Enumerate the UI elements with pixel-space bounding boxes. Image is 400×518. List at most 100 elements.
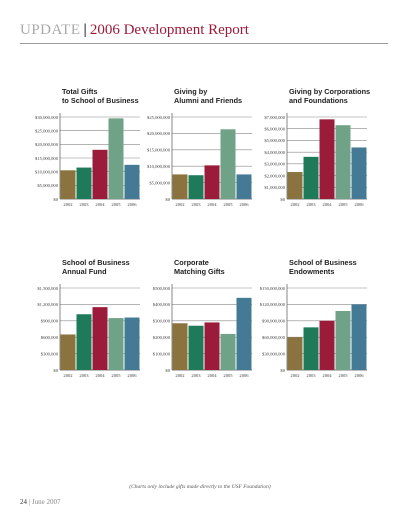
bar-chart-svg: $0 $100,000 $200,000 $300,000 $400,000 $500,0… bbox=[153, 284, 252, 378]
y-tick-label: $0 bbox=[53, 197, 58, 202]
x-tick-label: 2003 bbox=[79, 202, 89, 207]
bar-2006 bbox=[236, 174, 252, 199]
x-tick-label: 2005 bbox=[223, 373, 233, 378]
chart-title: Total Gifts to School of Business bbox=[62, 87, 139, 105]
x-tick-label: 2006 bbox=[127, 202, 137, 207]
page-footer: 24 | June 2007 bbox=[20, 498, 61, 506]
chart-title: School of Business Annual Fund bbox=[62, 258, 130, 276]
y-tick-label: $900,000 bbox=[41, 319, 59, 325]
bar-2006 bbox=[351, 304, 367, 370]
y-tick-label: $3,000,000 bbox=[264, 162, 285, 168]
x-tick-label: 2002 bbox=[63, 373, 73, 378]
bar-2003 bbox=[76, 167, 92, 199]
chart-alumni-friends: Giving by Alumni and Friends $0 $5,000,00… bbox=[140, 87, 264, 237]
y-tick-label: $300,000 bbox=[41, 351, 59, 357]
chart-total-gifts: Total Gifts to School of Business $0 $5,0… bbox=[28, 87, 152, 237]
bar-2005 bbox=[335, 310, 351, 370]
x-tick-label: 2006 bbox=[354, 202, 364, 207]
bar-2003 bbox=[188, 325, 204, 370]
bar-2003 bbox=[76, 314, 92, 370]
y-tick-label: $20,000,000 bbox=[35, 142, 59, 148]
bar-2004 bbox=[319, 320, 335, 370]
y-tick-label: $0 bbox=[165, 368, 170, 373]
chart-corporations-foundations: Giving by Corporations and Foundations $… bbox=[255, 87, 379, 237]
x-tick-label: 2003 bbox=[79, 373, 89, 378]
x-tick-label: 2006 bbox=[239, 373, 249, 378]
bar-2006 bbox=[236, 297, 252, 370]
bar-2005 bbox=[220, 129, 236, 199]
y-tick-label: $500,000 bbox=[153, 286, 171, 292]
y-tick-label: $1,200,000 bbox=[37, 302, 58, 308]
y-tick-label: $25,000,000 bbox=[147, 115, 171, 121]
y-tick-label: $600,000 bbox=[41, 335, 59, 341]
x-tick-label: 2005 bbox=[338, 202, 348, 207]
x-tick-label: 2004 bbox=[95, 373, 105, 378]
y-tick-label: $5,000,000 bbox=[264, 138, 285, 144]
y-tick-label: $10,000,000 bbox=[147, 164, 171, 170]
footnote: (Charts only include gifts made directly… bbox=[129, 484, 271, 490]
x-tick-label: 2003 bbox=[306, 373, 316, 378]
x-tick-label: 2006 bbox=[239, 202, 249, 207]
bar-2004 bbox=[92, 149, 108, 199]
bar-2003 bbox=[188, 175, 204, 199]
bar-2002 bbox=[287, 337, 303, 370]
x-tick-label: 2003 bbox=[191, 202, 201, 207]
bar-2005 bbox=[108, 318, 124, 370]
bar-2002 bbox=[60, 334, 76, 370]
y-tick-label: $1,000,000 bbox=[264, 185, 285, 191]
bar-2002 bbox=[287, 172, 303, 199]
bar-2006 bbox=[124, 317, 140, 370]
y-tick-label: $25,000,000 bbox=[35, 128, 59, 134]
bar-chart-svg: $0 $5,000,000 $10,000,000 $15,000,000 $20,00… bbox=[147, 113, 252, 207]
x-tick-label: 2002 bbox=[175, 202, 185, 207]
y-tick-label: $90,000,000 bbox=[262, 319, 286, 325]
x-tick-label: 2005 bbox=[338, 373, 348, 378]
bar-2004 bbox=[204, 165, 220, 199]
y-tick-label: $2,000,000 bbox=[264, 173, 285, 179]
y-tick-label: $1,500,000 bbox=[37, 286, 58, 292]
y-tick-label: $6,000,000 bbox=[264, 127, 285, 133]
chart-title: School of Business Endowments bbox=[289, 258, 357, 276]
x-tick-label: 2004 bbox=[95, 202, 105, 207]
bar-2002 bbox=[172, 174, 188, 199]
y-tick-label: $20,000,000 bbox=[147, 131, 171, 137]
chart-annual-fund: School of Business Annual Fund $0 $300,00… bbox=[28, 258, 152, 408]
y-tick-label: $200,000 bbox=[153, 335, 171, 341]
bar-2002 bbox=[60, 170, 76, 199]
chart-matching-gifts: Corporate Matching Gifts $0 $100,000 $200,… bbox=[140, 258, 264, 408]
bar-2002 bbox=[172, 323, 188, 370]
y-tick-label: $150,000,000 bbox=[260, 286, 286, 292]
bar-2003 bbox=[303, 156, 319, 199]
chart-endowments: School of Business Endowments $0 $30,000,… bbox=[255, 258, 379, 408]
page-number: 24 bbox=[20, 498, 27, 506]
x-tick-label: 2005 bbox=[111, 373, 121, 378]
x-tick-label: 2003 bbox=[191, 373, 201, 378]
y-tick-label: $0 bbox=[280, 197, 285, 202]
bar-chart-svg: $0 $5,000,000 $10,000,000 $15,000,000 $20,00… bbox=[35, 113, 140, 207]
x-tick-label: 2003 bbox=[306, 202, 316, 207]
y-tick-label: $4,000,000 bbox=[264, 150, 285, 156]
section-label: UPDATE bbox=[20, 22, 81, 38]
bar-2006 bbox=[124, 164, 140, 199]
x-tick-label: 2002 bbox=[175, 373, 185, 378]
y-tick-label: $7,000,000 bbox=[264, 115, 285, 121]
x-tick-label: 2002 bbox=[290, 202, 300, 207]
bar-chart-svg: $0 $30,000,000 $60,000,000 $90,000,000 $120,… bbox=[260, 284, 367, 378]
x-tick-label: 2006 bbox=[354, 373, 364, 378]
y-tick-label: $10,000,000 bbox=[35, 169, 59, 175]
bar-2004 bbox=[92, 307, 108, 370]
report-title: 2006 Development Report bbox=[89, 22, 249, 38]
x-tick-label: 2002 bbox=[63, 202, 73, 207]
x-tick-label: 2004 bbox=[322, 202, 332, 207]
y-tick-label: $400,000 bbox=[153, 302, 171, 308]
header-divider: | bbox=[83, 22, 87, 38]
x-tick-label: 2004 bbox=[322, 373, 332, 378]
y-tick-label: $15,000,000 bbox=[147, 148, 171, 154]
y-tick-label: $15,000,000 bbox=[35, 156, 59, 162]
bar-2004 bbox=[204, 322, 220, 370]
footer-date: June 2007 bbox=[31, 498, 61, 506]
x-tick-label: 2004 bbox=[207, 202, 217, 207]
bar-2004 bbox=[319, 119, 335, 199]
y-tick-label: $0 bbox=[165, 197, 170, 202]
x-tick-label: 2006 bbox=[127, 373, 137, 378]
